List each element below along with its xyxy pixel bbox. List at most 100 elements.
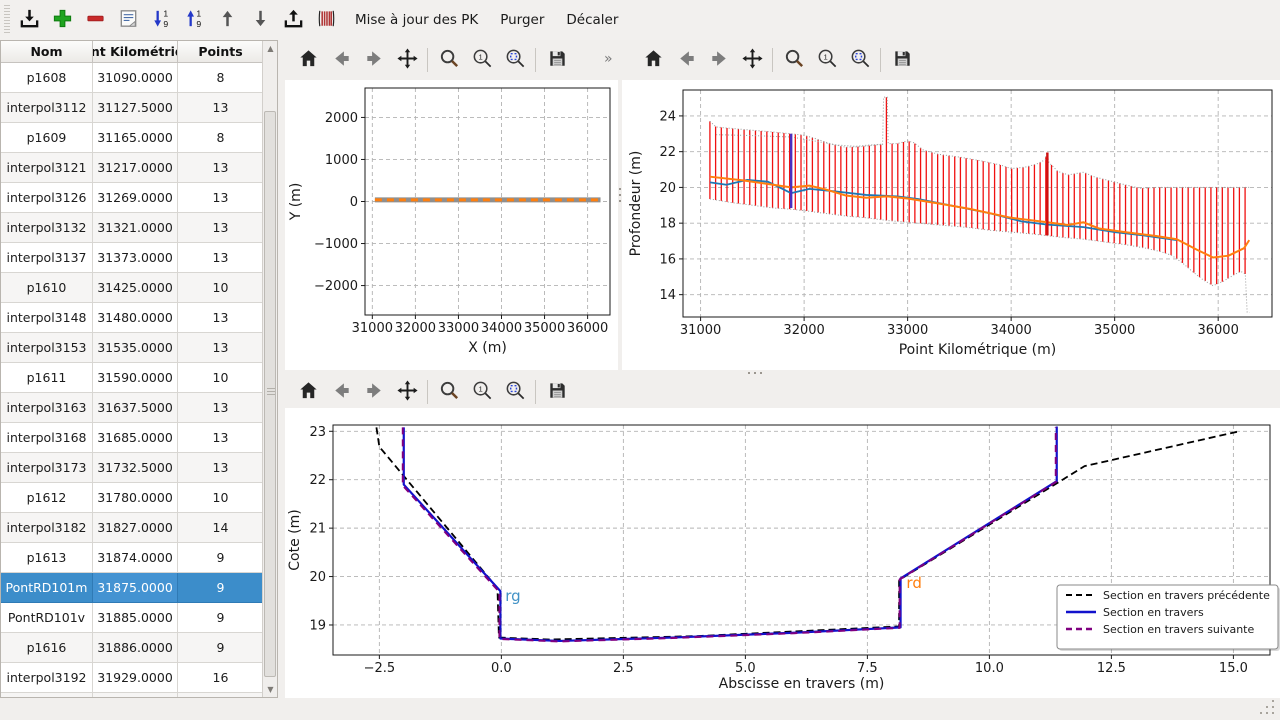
move-up-button[interactable] — [214, 5, 240, 35]
cell-points[interactable]: 8 — [178, 63, 264, 93]
vertical-splitter-handle[interactable] — [619, 188, 621, 206]
cell-point-kilometrique[interactable]: 31480.0000 — [93, 303, 178, 333]
forward-button[interactable] — [361, 47, 387, 73]
shift-button[interactable]: Décaler — [557, 8, 627, 32]
table-row[interactable]: interpol3148 31480.0000 13 — [1, 303, 264, 333]
forward-button[interactable] — [361, 379, 387, 405]
cross-section-canvas[interactable]: −2.5 0.0 2.5 5.0 7.5 10.0 12.5 15.0 19 20 21 22 23 rg… — [285, 408, 1280, 698]
purge-button[interactable]: Purger — [491, 8, 553, 32]
cell-points[interactable]: 13 — [178, 153, 264, 183]
zoom-region-button[interactable] — [847, 47, 873, 73]
cell-point-kilometrique[interactable]: 31885.0000 — [93, 603, 178, 633]
table-row[interactable]: p1610 31425.0000 10 — [1, 273, 264, 303]
cell-nom[interactable]: p1611 — [1, 363, 93, 393]
table-row[interactable]: p1616 31886.0000 9 — [1, 633, 264, 663]
cell-point-kilometrique[interactable]: 31090.0000 — [93, 63, 178, 93]
toolbar-drag-handle[interactable] — [4, 5, 10, 35]
cell-point-kilometrique[interactable]: 31217.0000 — [93, 153, 178, 183]
cell-point-kilometrique[interactable] — [93, 693, 178, 697]
table-row[interactable]: interpol3126 31269.0000 13 — [1, 183, 264, 213]
cell-nom[interactable]: interpol3182 — [1, 513, 93, 543]
cell-points[interactable]: 10 — [178, 363, 264, 393]
cell-points[interactable]: 13 — [178, 303, 264, 333]
cell-nom[interactable]: PontRD101v — [1, 603, 93, 633]
table-row[interactable]: interpol3192 31929.0000 16 — [1, 663, 264, 693]
export-button[interactable] — [280, 5, 306, 35]
table-row[interactable]: interpol3112 31127.5000 13 — [1, 93, 264, 123]
import-button[interactable] — [16, 5, 42, 35]
cell-point-kilometrique[interactable]: 31535.0000 — [93, 333, 178, 363]
cell-nom[interactable]: interpol3112 — [1, 93, 93, 123]
zoom-one-button[interactable]: 1 — [469, 379, 495, 405]
cell-points[interactable]: 13 — [178, 453, 264, 483]
cell-nom[interactable] — [1, 693, 93, 697]
cell-nom[interactable]: interpol3121 — [1, 153, 93, 183]
home-button[interactable] — [640, 47, 666, 73]
table-row[interactable]: interpol3182 31827.0000 14 — [1, 513, 264, 543]
cell-point-kilometrique[interactable]: 31269.0000 — [93, 183, 178, 213]
plan-view-canvas[interactable]: 31000 32000 33000 34000 35000 36000 −2000 −1000… — [285, 80, 618, 370]
cell-point-kilometrique[interactable]: 31373.0000 — [93, 243, 178, 273]
cell-point-kilometrique[interactable]: 31637.5000 — [93, 393, 178, 423]
zoom-button[interactable] — [436, 379, 462, 405]
cell-nom[interactable]: interpol3132 — [1, 213, 93, 243]
cell-points[interactable]: 13 — [178, 183, 264, 213]
zoom-button[interactable] — [781, 47, 807, 73]
column-header-points[interactable]: Points — [178, 41, 264, 63]
table-row[interactable]: p1611 31590.0000 10 — [1, 363, 264, 393]
update-pk-button[interactable]: Mise à jour des PK — [346, 8, 487, 32]
zoom-one-button[interactable]: 1 — [814, 47, 840, 73]
remove-section-button[interactable] — [82, 5, 108, 35]
cell-nom[interactable]: interpol3153 — [1, 333, 93, 363]
horizontal-splitter-handle[interactable] — [748, 372, 766, 374]
cell-nom[interactable]: interpol3126 — [1, 183, 93, 213]
cell-point-kilometrique[interactable]: 31685.0000 — [93, 423, 178, 453]
pan-button[interactable] — [394, 379, 420, 405]
zoom-one-button[interactable]: 1 — [469, 47, 495, 73]
cell-points[interactable]: 9 — [178, 603, 264, 633]
back-button[interactable] — [673, 47, 699, 73]
cell-nom[interactable]: p1610 — [1, 273, 93, 303]
add-section-button[interactable] — [49, 5, 75, 35]
table-row[interactable]: interpol3153 31535.0000 13 — [1, 333, 264, 363]
edit-note-button[interactable] — [115, 5, 141, 35]
cell-points[interactable]: 13 — [178, 423, 264, 453]
table-row[interactable]: p1608 31090.0000 8 — [1, 63, 264, 93]
cell-point-kilometrique[interactable]: 31165.0000 — [93, 123, 178, 153]
cell-point-kilometrique[interactable]: 31321.0000 — [93, 213, 178, 243]
cell-nom[interactable]: PontRD101m — [1, 573, 93, 603]
cell-nom[interactable]: p1609 — [1, 123, 93, 153]
cell-point-kilometrique[interactable]: 31827.0000 — [93, 513, 178, 543]
cell-point-kilometrique[interactable]: 31732.5000 — [93, 453, 178, 483]
cell-nom[interactable]: interpol3148 — [1, 303, 93, 333]
cell-point-kilometrique[interactable]: 31425.0000 — [93, 273, 178, 303]
cell-points[interactable]: 13 — [178, 93, 264, 123]
zoom-region-button[interactable] — [502, 47, 528, 73]
pan-button[interactable] — [739, 47, 765, 73]
cell-points[interactable]: 16 — [178, 663, 264, 693]
table-scrollbar[interactable]: ▲ ▼ — [262, 41, 277, 697]
column-header-point-kilometrique[interactable]: Point Kilométrique — [93, 41, 178, 63]
table-row[interactable]: interpol3121 31217.0000 13 — [1, 153, 264, 183]
toolbar-overflow-icon[interactable]: » — [604, 51, 613, 67]
cell-point-kilometrique[interactable]: 31874.0000 — [93, 543, 178, 573]
save-button[interactable] — [544, 47, 570, 73]
cell-points[interactable]: 10 — [178, 483, 264, 513]
cell-nom[interactable]: p1616 — [1, 633, 93, 663]
cell-points[interactable]: 13 — [178, 333, 264, 363]
cell-points[interactable]: 13 — [178, 243, 264, 273]
zoom-region-button[interactable] — [502, 379, 528, 405]
cell-points[interactable]: 9 — [178, 633, 264, 663]
cell-nom[interactable]: interpol3137 — [1, 243, 93, 273]
table-row[interactable]: interpol3168 31685.0000 13 — [1, 423, 264, 453]
home-button[interactable] — [295, 379, 321, 405]
sections-button[interactable] — [313, 5, 339, 35]
table-row[interactable]: interpol3132 31321.0000 13 — [1, 213, 264, 243]
cell-point-kilometrique[interactable]: 31929.0000 — [93, 663, 178, 693]
cell-nom[interactable]: interpol3163 — [1, 393, 93, 423]
scroll-down-arrow-icon[interactable]: ▼ — [264, 682, 277, 697]
cell-nom[interactable]: interpol3168 — [1, 423, 93, 453]
longitudinal-profile-canvas[interactable]: 31000 32000 33000 34000 35000 36000 14 16 18 20 22… — [622, 80, 1280, 370]
